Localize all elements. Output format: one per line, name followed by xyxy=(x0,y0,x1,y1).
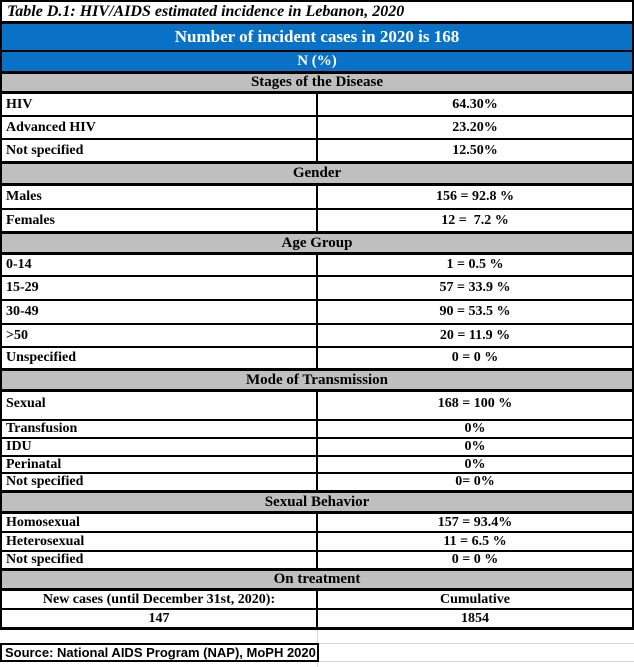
row-label: Not specified xyxy=(2,474,318,490)
section-header-on-treatment: On treatment xyxy=(2,570,632,591)
section-header-sexual-behavior: Sexual Behavior xyxy=(2,492,632,514)
section-heading: On treatment xyxy=(273,571,361,587)
row-value: 11 = 6.5 % xyxy=(443,533,507,549)
row-label: Not specified xyxy=(2,140,318,161)
table-row: New cases (until December 31st, 2020): C… xyxy=(2,591,632,610)
row-value: 0% xyxy=(464,456,486,472)
table-row: Not specified 0 = 0 % xyxy=(2,552,632,570)
row-label: IDU xyxy=(2,439,318,455)
row-gridline xyxy=(319,661,634,662)
row-label: Unspecified xyxy=(2,348,318,368)
row-label: Sexual xyxy=(2,392,318,419)
row-value: 168 = 100 % xyxy=(437,396,513,411)
row-value: 23.20% xyxy=(452,119,498,135)
row-value: 12 = 7.2 % xyxy=(441,212,509,228)
section-heading: Gender xyxy=(292,165,342,181)
table-row: 15-29 57 = 33.9 % xyxy=(2,277,632,301)
row-label: Females xyxy=(2,210,318,231)
row-label: 0-14 xyxy=(2,255,318,275)
table-row: 30-49 90 = 53.5 % xyxy=(2,301,632,325)
row-value: 57 = 33.9 % xyxy=(439,280,511,295)
table-row: Transfusion 0% xyxy=(2,421,632,439)
table-row: Males 156 = 92.8 % xyxy=(2,186,632,210)
n-percent-header: N (%) xyxy=(2,52,632,73)
row-label: HIV xyxy=(2,94,318,115)
row-value: 12.50% xyxy=(452,142,498,158)
section-header-age-group: Age Group xyxy=(2,233,632,255)
row-label: 15-29 xyxy=(2,277,318,299)
row-value: 64.30% xyxy=(452,96,498,112)
table-row: IDU 0% xyxy=(2,439,632,457)
row-label: Not specified xyxy=(2,552,318,568)
table-row: Perinatal 0% xyxy=(2,457,632,474)
table-row: Table D.1: HIV/AIDS estimated incidence … xyxy=(2,2,632,24)
row-label: >50 xyxy=(2,325,318,346)
row-label: Males xyxy=(2,186,318,208)
row-value: 0= 0% xyxy=(455,474,495,489)
source-note: Source: National AIDS Program (NAP), MoP… xyxy=(0,643,319,662)
row-value: 1 = 0.5 % xyxy=(446,257,504,272)
section-heading: Stages of the Disease xyxy=(250,74,384,90)
table-row: Homosexual 157 = 93.4% xyxy=(2,514,632,533)
row-gridline xyxy=(319,643,634,644)
row-label: Homosexual xyxy=(2,514,318,531)
row-value: 157 = 93.4% xyxy=(437,514,513,530)
table-row: Not specified 12.50% xyxy=(2,140,632,163)
incident-cases-text: Number of incident cases in 2020 is 168 xyxy=(174,27,460,46)
below-table-area: Source: National AIDS Program (NAP), MoP… xyxy=(0,630,634,667)
incident-cases-banner: Number of incident cases in 2020 is 168 xyxy=(2,24,632,52)
table-row: Advanced HIV 23.20% xyxy=(2,117,632,140)
table-title: Table D.1: HIV/AIDS estimated incidence … xyxy=(7,2,405,20)
row-value: 20 = 11.9 % xyxy=(439,327,511,343)
row-value: 156 = 92.8 % xyxy=(436,189,514,204)
row-value: 90 = 53.5 % xyxy=(439,304,511,319)
row-label: Perinatal xyxy=(2,457,318,472)
section-header-gender: Gender xyxy=(2,163,632,186)
row-value: 0 = 0 % xyxy=(451,552,499,567)
hiv-incidence-table: Table D.1: HIV/AIDS estimated incidence … xyxy=(0,0,634,630)
section-heading: Age Group xyxy=(281,234,353,251)
n-percent-text: N (%) xyxy=(297,53,337,69)
table-row: Heterosexual 11 = 6.5 % xyxy=(2,533,632,552)
treatment-col-cumulative: Cumulative xyxy=(440,591,510,607)
section-heading: Sexual Behavior xyxy=(264,493,370,510)
section-header-transmission: Mode of Transmission xyxy=(2,370,632,392)
treatment-value-cumulative: 1854 xyxy=(461,610,489,626)
table-row: 0-14 1 = 0.5 % xyxy=(2,255,632,277)
table-row: HIV 64.30% xyxy=(2,94,632,117)
row-label: Advanced HIV xyxy=(2,117,318,138)
table-row: >50 20 = 11.9 % xyxy=(2,325,632,348)
table-row: Not specified 0= 0% xyxy=(2,474,632,492)
table-row: Unspecified 0 = 0 % xyxy=(2,348,632,370)
row-value: 0% xyxy=(464,439,486,454)
table-row: Sexual 168 = 100 % xyxy=(2,392,632,421)
treatment-col-new-cases: New cases (until December 31st, 2020): xyxy=(2,591,318,608)
row-label: 30-49 xyxy=(2,301,318,323)
section-header-stages: Stages of the Disease xyxy=(2,73,632,94)
row-value: 0 = 0 % xyxy=(451,350,499,365)
table-row: 147 1854 xyxy=(2,610,632,630)
table-row: Females 12 = 7.2 % xyxy=(2,210,632,233)
section-heading: Mode of Transmission xyxy=(246,371,388,388)
row-label: Transfusion xyxy=(2,421,318,437)
row-label: Heterosexual xyxy=(2,533,318,550)
treatment-value-new-cases: 147 xyxy=(2,610,318,627)
row-value: 0% xyxy=(464,421,486,436)
